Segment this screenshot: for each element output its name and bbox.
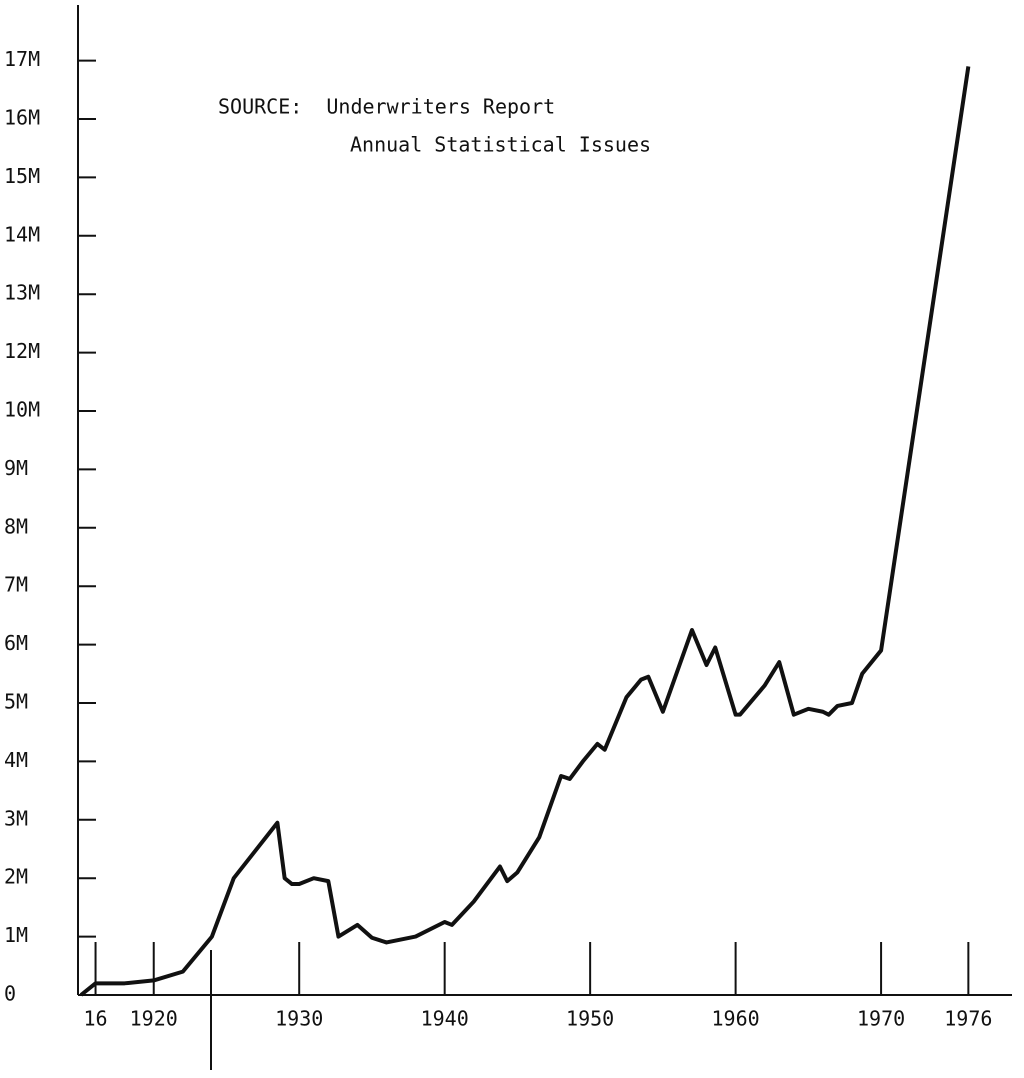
y-tick-label: 0 (4, 982, 16, 1006)
x-tick-label: 1970 (857, 1007, 905, 1031)
x-tick-label: 16 (84, 1007, 108, 1031)
y-tick-label: 10M (4, 398, 40, 422)
x-tick-label: 1930 (275, 1007, 323, 1031)
y-tick-label: 7M (4, 573, 28, 597)
y-tick-label: 6M (4, 631, 28, 655)
x-tick-label: 1950 (566, 1007, 614, 1031)
y-tick-label: 1M (4, 923, 28, 947)
y-tick-label: 8M (4, 514, 28, 538)
data-line (79, 66, 971, 997)
x-tick-label: 1960 (712, 1007, 760, 1031)
y-tick-label: 9M (4, 456, 28, 480)
x-tick-label: 1920 (130, 1007, 178, 1031)
y-tick-label: 13M (4, 281, 40, 305)
y-tick-label: 3M (4, 806, 28, 830)
y-tick-label: 4M (4, 748, 28, 772)
x-tick-label: 1940 (421, 1007, 469, 1031)
annotation: SOURCE: Underwriters Report (218, 95, 555, 119)
y-tick-label: 16M (4, 106, 40, 130)
y-tick-label: 14M (4, 222, 40, 246)
y-tick-label: 15M (4, 164, 40, 188)
y-tick-label: 5M (4, 690, 28, 714)
annotation: Annual Statistical Issues (350, 133, 651, 157)
y-tick-label: 12M (4, 339, 40, 363)
y-tick-label: 17M (4, 47, 40, 71)
x-tick-label: 1976 (944, 1007, 992, 1031)
y-tick-label: 2M (4, 865, 28, 889)
